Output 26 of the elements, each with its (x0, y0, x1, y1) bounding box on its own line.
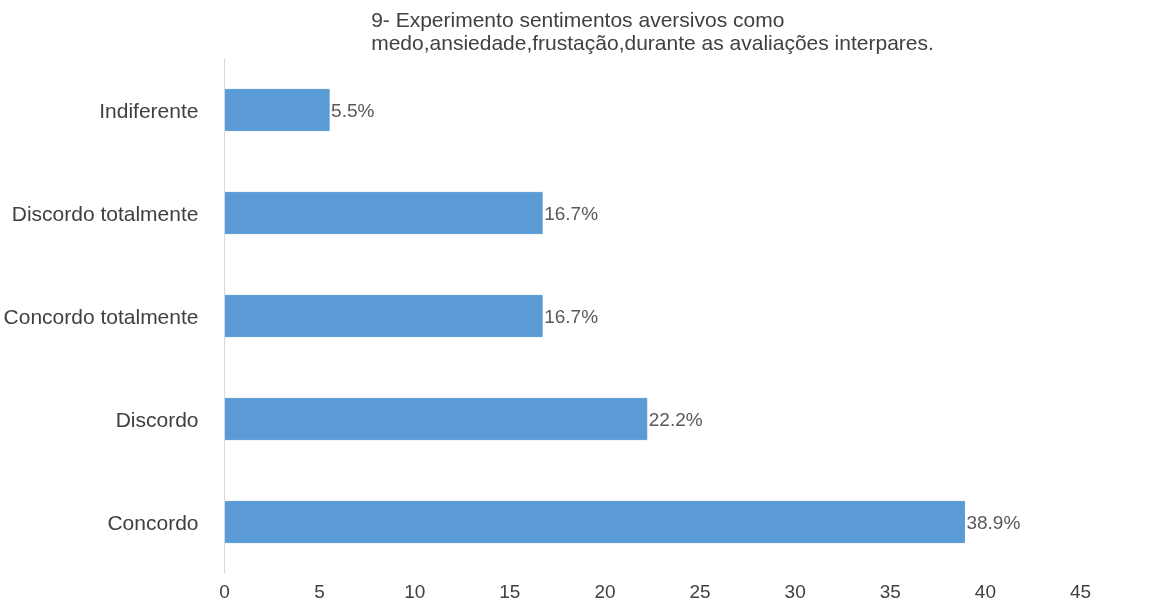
x-tick-label: 10 (404, 580, 426, 602)
y-tick-label: Indiferente (99, 98, 199, 122)
data-label: 16.7% (544, 305, 599, 327)
y-tick-label: Discordo totalmente (11, 201, 199, 225)
x-tick-label: 25 (689, 580, 711, 602)
bar (224, 500, 965, 544)
data-label: 22.2% (648, 408, 703, 430)
data-label: 16.7% (544, 202, 599, 224)
x-tick-label: 40 (974, 580, 996, 602)
bar (224, 88, 330, 132)
x-tick-label: 0 (219, 580, 230, 602)
x-tick-label: 45 (1069, 580, 1092, 602)
x-tick-label: 30 (784, 580, 806, 602)
y-tick-label: Concordo totalmente (3, 304, 199, 328)
data-label: 38.9% (966, 511, 1021, 533)
x-tick-label: 20 (594, 580, 616, 602)
x-tick-label: 15 (499, 580, 521, 602)
x-tick-label: 5 (314, 580, 325, 602)
bar (224, 294, 543, 338)
x-tick-label: 35 (879, 580, 901, 602)
bar (224, 191, 543, 235)
bar (224, 397, 648, 441)
y-tick-label: Discordo (115, 407, 199, 431)
chart-title: 9- Experimento sentimentos aversivos como medo,ansiedade,frustação,durante as avaliações interpares. (371, 7, 934, 54)
data-label: 5.5% (331, 99, 375, 121)
y-tick-label: Concordo (107, 510, 199, 534)
